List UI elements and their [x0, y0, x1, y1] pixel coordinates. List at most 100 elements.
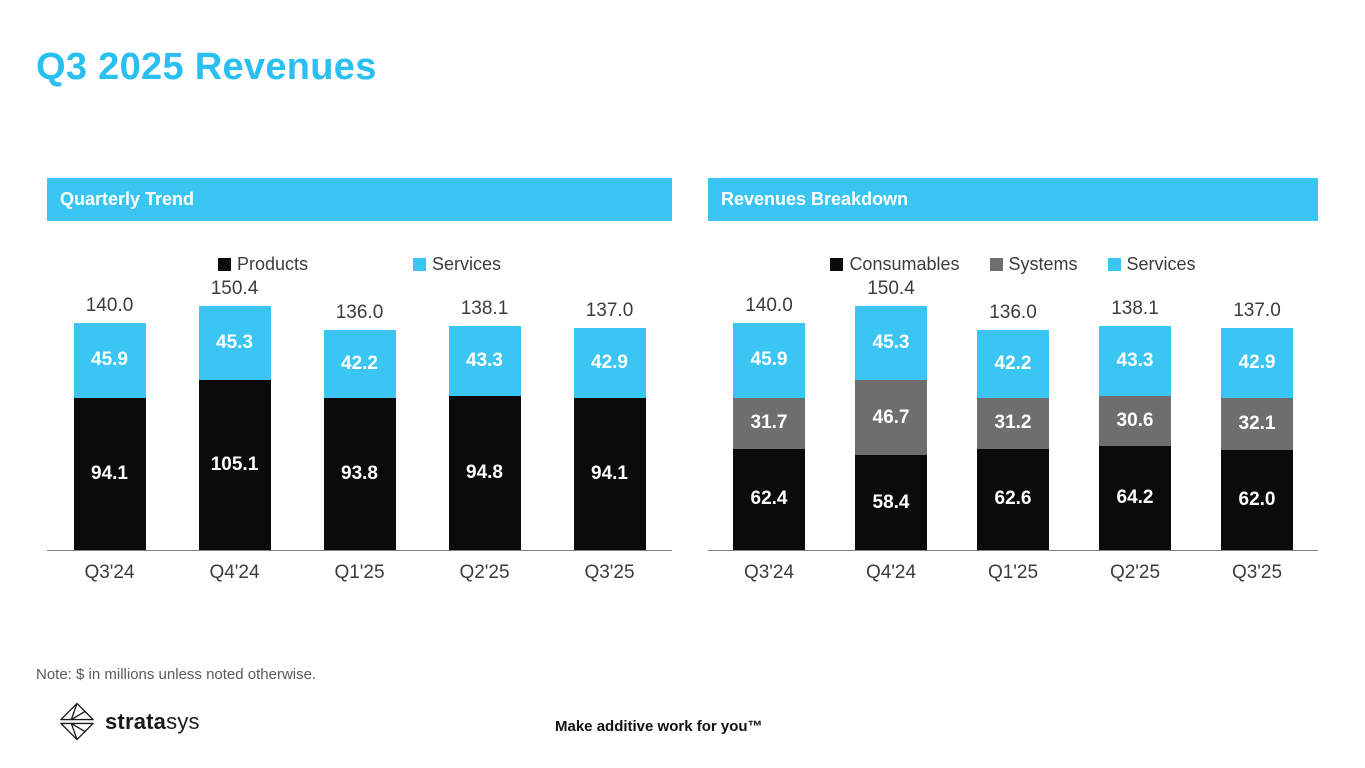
x-axis-label-q4-24: Q4'24 — [209, 562, 260, 583]
segment-value-label: 94.1 — [91, 462, 128, 484]
page-title: Q3 2025 Revenues — [36, 46, 377, 88]
segment-consumables: 62.6 — [977, 448, 1049, 550]
segment-value-label: 45.9 — [91, 349, 128, 371]
segment-systems: 31.2 — [977, 398, 1049, 449]
segment-products: 93.8 — [323, 398, 396, 550]
total-label: 136.0 — [989, 301, 1037, 323]
total-label: 138.1 — [1111, 298, 1159, 320]
segment-value-label: 46.7 — [872, 406, 910, 428]
segment-value-label: 62.0 — [1238, 488, 1276, 510]
segment-value-label: 45.3 — [872, 332, 910, 354]
segment-value-label: 42.2 — [341, 352, 378, 374]
segment-value-label: 42.9 — [1238, 351, 1276, 373]
total-label: 138.1 — [460, 298, 509, 320]
segment-value-label: 43.3 — [1116, 350, 1154, 372]
plot-area: 94.1 45.9 140.0 105.1 45.3 150.4 93.8 42.2 136.0… — [47, 278, 672, 551]
x-axis-label-q3-24: Q3'24 — [743, 562, 795, 583]
legend-swatch-products — [217, 257, 231, 271]
legend: Consumables Systems Services — [708, 253, 1318, 275]
segment-value-label: 94.1 — [591, 462, 628, 484]
legend-label-systems: Systems — [1008, 253, 1078, 274]
legend-item-products: Products — [217, 253, 308, 275]
segment-value-label: 32.1 — [1238, 412, 1276, 434]
bar-group-q3-24: 94.1 45.9 140.0 — [47, 283, 172, 550]
segment-services: 45.3 — [198, 306, 271, 380]
legend-item-services: Services — [1107, 253, 1196, 275]
segment-consumables: 58.4 — [855, 455, 927, 550]
bar-group-q2-25: 64.2 30.6 43.3 138.1 — [1074, 283, 1196, 550]
legend-swatch-systems — [989, 257, 1003, 271]
x-axis-labels: Q3'24 Q4'24 Q1'25 Q2'25 Q3'25 — [47, 562, 672, 584]
bar-group-q1-25: 93.8 42.2 136.0 — [297, 283, 422, 550]
legend-label-services: Services — [1126, 253, 1196, 274]
bar-group-q3-24: 62.4 31.7 45.9 140.0 — [708, 283, 830, 550]
revenues-breakdown-panel: Revenues Breakdown Consumables Systems Ser… — [708, 178, 1318, 584]
footnote: Note: $ in millions unless noted otherwi… — [36, 666, 317, 683]
x-axis-label-q1-25: Q1'25 — [987, 562, 1039, 583]
segment-value-label: 42.2 — [994, 352, 1032, 374]
segment-services: 43.3 — [1099, 326, 1171, 397]
total-label: 140.0 — [85, 295, 134, 317]
legend: Products Services — [47, 253, 672, 275]
bar-group-q4-24: 105.1 45.3 150.4 — [172, 278, 297, 550]
x-axis-labels: Q3'24 Q4'24 Q1'25 Q2'25 Q3'25 — [708, 562, 1318, 584]
segment-products: 94.8 — [448, 396, 521, 550]
segment-value-label: 58.4 — [872, 491, 910, 513]
segment-products: 94.1 — [573, 397, 646, 550]
segment-services: 45.3 — [855, 306, 927, 380]
x-axis-label-q3-25: Q3'25 — [1231, 562, 1283, 583]
segment-systems: 30.6 — [1099, 396, 1171, 446]
segment-products: 94.1 — [73, 397, 146, 550]
legend-label-consumables: Consumables — [849, 253, 960, 274]
segment-value-label: 31.7 — [750, 412, 788, 434]
stratasys-wordmark: stratasys — [105, 708, 200, 734]
bar-group-q1-25: 62.6 31.2 42.2 136.0 — [952, 283, 1074, 550]
segment-value-label: 93.8 — [341, 463, 378, 485]
segment-value-label: 42.9 — [591, 351, 628, 373]
segment-services: 45.9 — [733, 323, 805, 398]
bar-group-q3-25: 94.1 42.9 137.0 — [547, 283, 672, 550]
legend-item-services: Services — [413, 254, 501, 275]
legend-item-consumables: Consumables — [830, 253, 960, 275]
quarterly-trend-panel: Quarterly Trend Products Services 94.1 45.… — [47, 178, 672, 584]
x-axis-label-q2-25: Q2'25 — [459, 562, 510, 583]
legend-label-products: Products — [236, 253, 308, 274]
x-axis-label-q3-24: Q3'24 — [84, 562, 135, 583]
stratasys-logo: stratasys — [58, 701, 200, 742]
revenues-breakdown-header: Revenues Breakdown — [708, 178, 1318, 221]
segment-value-label: 43.3 — [466, 350, 503, 372]
legend-swatch-services — [413, 257, 426, 271]
legend-swatch-services — [1107, 257, 1121, 271]
legend-swatch-consumables — [830, 257, 844, 271]
segment-products: 105.1 — [198, 379, 271, 550]
x-axis-label-q2-25: Q2'25 — [1109, 562, 1161, 583]
segment-services: 42.2 — [323, 329, 396, 399]
segment-value-label: 62.4 — [750, 488, 788, 510]
segment-services: 42.9 — [1221, 328, 1293, 398]
segment-systems: 32.1 — [1221, 397, 1293, 450]
bar-group-q3-25: 62.0 32.1 42.9 137.0 — [1196, 283, 1318, 550]
segment-value-label: 45.3 — [216, 332, 253, 354]
segment-value-label: 62.6 — [994, 488, 1032, 510]
segment-value-label: 30.6 — [1116, 410, 1154, 432]
segment-consumables: 64.2 — [1099, 446, 1171, 550]
segment-services: 42.2 — [977, 329, 1049, 399]
segment-services: 42.9 — [573, 328, 646, 398]
total-label: 136.0 — [335, 301, 384, 323]
segment-services: 45.9 — [73, 323, 146, 398]
segment-value-label: 31.2 — [994, 412, 1032, 434]
total-label: 137.0 — [1233, 300, 1281, 322]
total-label: 140.0 — [745, 295, 793, 317]
segment-consumables: 62.0 — [1221, 449, 1293, 550]
segment-consumables: 62.4 — [733, 448, 805, 550]
bar-group-q4-24: 58.4 46.7 45.3 150.4 — [830, 278, 952, 550]
x-axis-label-q1-25: Q1'25 — [334, 562, 385, 583]
segment-value-label: 45.9 — [750, 349, 788, 371]
stratasys-origami-icon — [58, 701, 96, 742]
tagline: Make additive work for you™ — [555, 718, 763, 735]
bar-group-q2-25: 94.8 43.3 138.1 — [422, 283, 547, 550]
total-label: 137.0 — [585, 300, 634, 322]
segment-value-label: 94.8 — [466, 462, 503, 484]
x-axis-label-q3-25: Q3'25 — [584, 562, 635, 583]
segment-systems: 31.7 — [733, 397, 805, 449]
